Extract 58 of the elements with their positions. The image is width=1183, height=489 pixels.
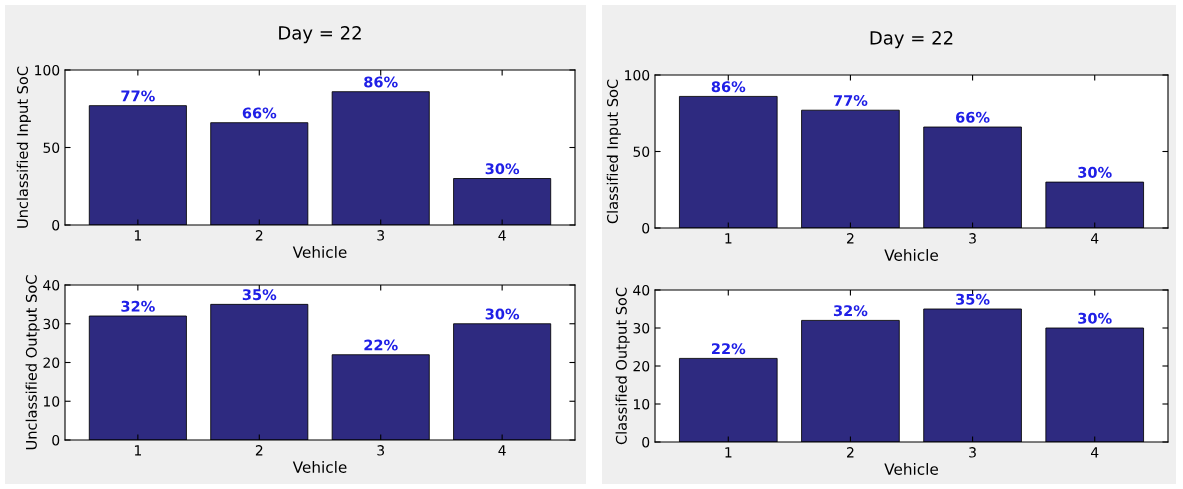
y-tick-label: 20 xyxy=(633,360,650,372)
data-label: 66% xyxy=(956,111,990,123)
y-tick-label: 20 xyxy=(43,357,60,368)
x-tick-label: 1 xyxy=(725,233,732,244)
y-tick-label: 0 xyxy=(52,434,60,446)
y-tick-label: 0 xyxy=(642,436,650,448)
x-tick-label: 3 xyxy=(377,230,385,241)
x-tick-label: 4 xyxy=(498,230,506,241)
data-label: 32% xyxy=(833,305,868,317)
y-tick-label: 10 xyxy=(633,398,650,410)
x-tick-label: 3 xyxy=(969,233,976,244)
y-tick-label: 100 xyxy=(35,64,60,76)
y-axis-title: Classified Input SoC xyxy=(606,79,621,224)
data-label: 30% xyxy=(1078,166,1112,178)
data-label: 66% xyxy=(242,107,277,119)
x-tick-label: 1 xyxy=(134,230,141,241)
y-tick-label: 0 xyxy=(52,219,60,231)
x-tick-label: 2 xyxy=(255,230,263,241)
y-axis-title: Unclassified Input SoC xyxy=(16,66,31,228)
data-label: 86% xyxy=(711,81,746,93)
data-label: 32% xyxy=(121,300,155,312)
x-tick-label: 3 xyxy=(377,445,385,456)
x-tick-label: 2 xyxy=(847,233,854,244)
data-label: 77% xyxy=(833,94,868,106)
y-tick-label: 50 xyxy=(43,142,60,153)
x-tick-label: 4 xyxy=(1090,447,1099,458)
y-axis-title: Unclassified Output SoC xyxy=(25,275,40,450)
data-label: 77% xyxy=(121,90,155,102)
y-tick-label: 40 xyxy=(633,284,650,296)
chart-title: Day = 22 xyxy=(870,31,953,49)
x-axis-title: Vehicle xyxy=(292,461,347,473)
y-tick-label: 100 xyxy=(625,69,650,81)
x-axis-title: Vehicle xyxy=(292,246,347,258)
y-tick-label: 10 xyxy=(43,396,60,407)
y-tick-label: 40 xyxy=(43,279,60,291)
x-tick-label: 3 xyxy=(969,447,976,458)
x-tick-label: 4 xyxy=(498,445,506,456)
data-label: 22% xyxy=(711,343,746,355)
x-tick-label: 4 xyxy=(1090,233,1099,244)
data-label: 86% xyxy=(364,76,398,88)
x-tick-label: 1 xyxy=(725,447,732,458)
y-tick-label: 50 xyxy=(633,146,650,157)
data-label: 30% xyxy=(485,163,520,175)
y-tick-label: 0 xyxy=(642,222,650,234)
data-label: 35% xyxy=(242,289,277,301)
data-label: 22% xyxy=(364,339,398,351)
data-label: 35% xyxy=(956,293,990,305)
chart-title: Day = 22 xyxy=(279,26,361,44)
y-tick-label: 30 xyxy=(633,322,650,334)
y-axis-title: Classified Output SoC xyxy=(615,287,630,445)
data-label: 30% xyxy=(1078,312,1112,324)
x-axis-title: Vehicle xyxy=(884,463,939,475)
data-label: 30% xyxy=(485,308,520,320)
x-tick-label: 2 xyxy=(255,445,263,456)
x-tick-label: 1 xyxy=(134,445,141,456)
x-axis-title: Vehicle xyxy=(884,249,939,261)
y-tick-label: 30 xyxy=(43,318,60,330)
x-tick-label: 2 xyxy=(847,447,854,458)
